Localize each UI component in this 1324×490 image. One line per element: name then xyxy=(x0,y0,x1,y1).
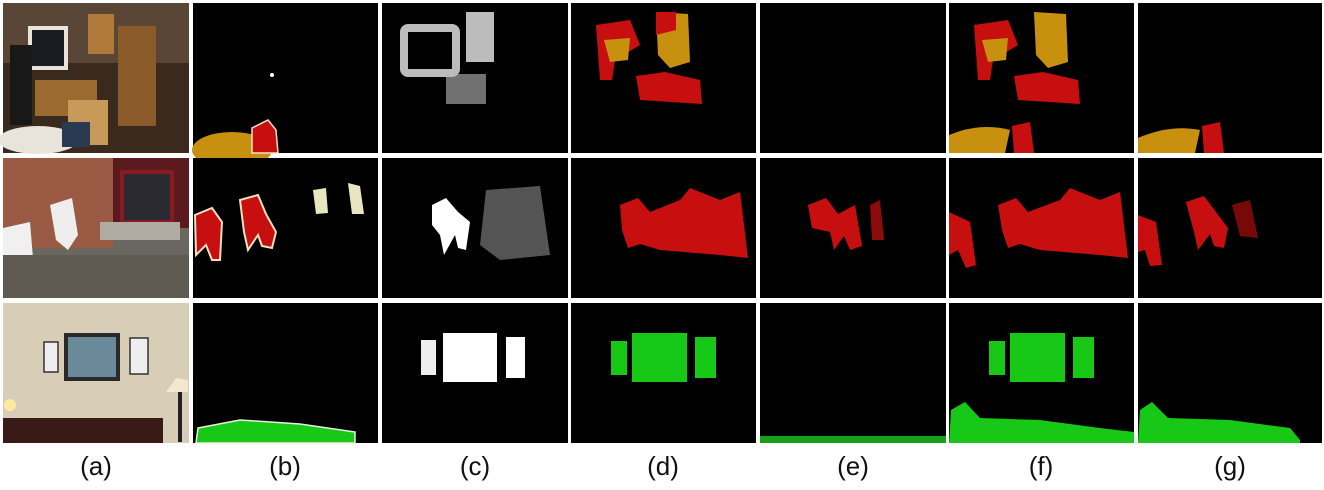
panel-label: (f) xyxy=(1029,451,1054,481)
panel-label: (e) xyxy=(837,451,869,481)
panel-label: (d) xyxy=(647,451,679,481)
panels xyxy=(0,3,1322,443)
panel-label: (a) xyxy=(80,451,112,481)
labels: (a) (b) (c) (d) (e) (f) (g) xyxy=(80,451,1246,481)
panel-label: (c) xyxy=(460,451,490,481)
panel-label: (g) xyxy=(1214,451,1246,481)
figure: (a) (b) (c) (d) (e) (f) (g) xyxy=(0,0,1324,490)
panel-label: (b) xyxy=(269,451,301,481)
